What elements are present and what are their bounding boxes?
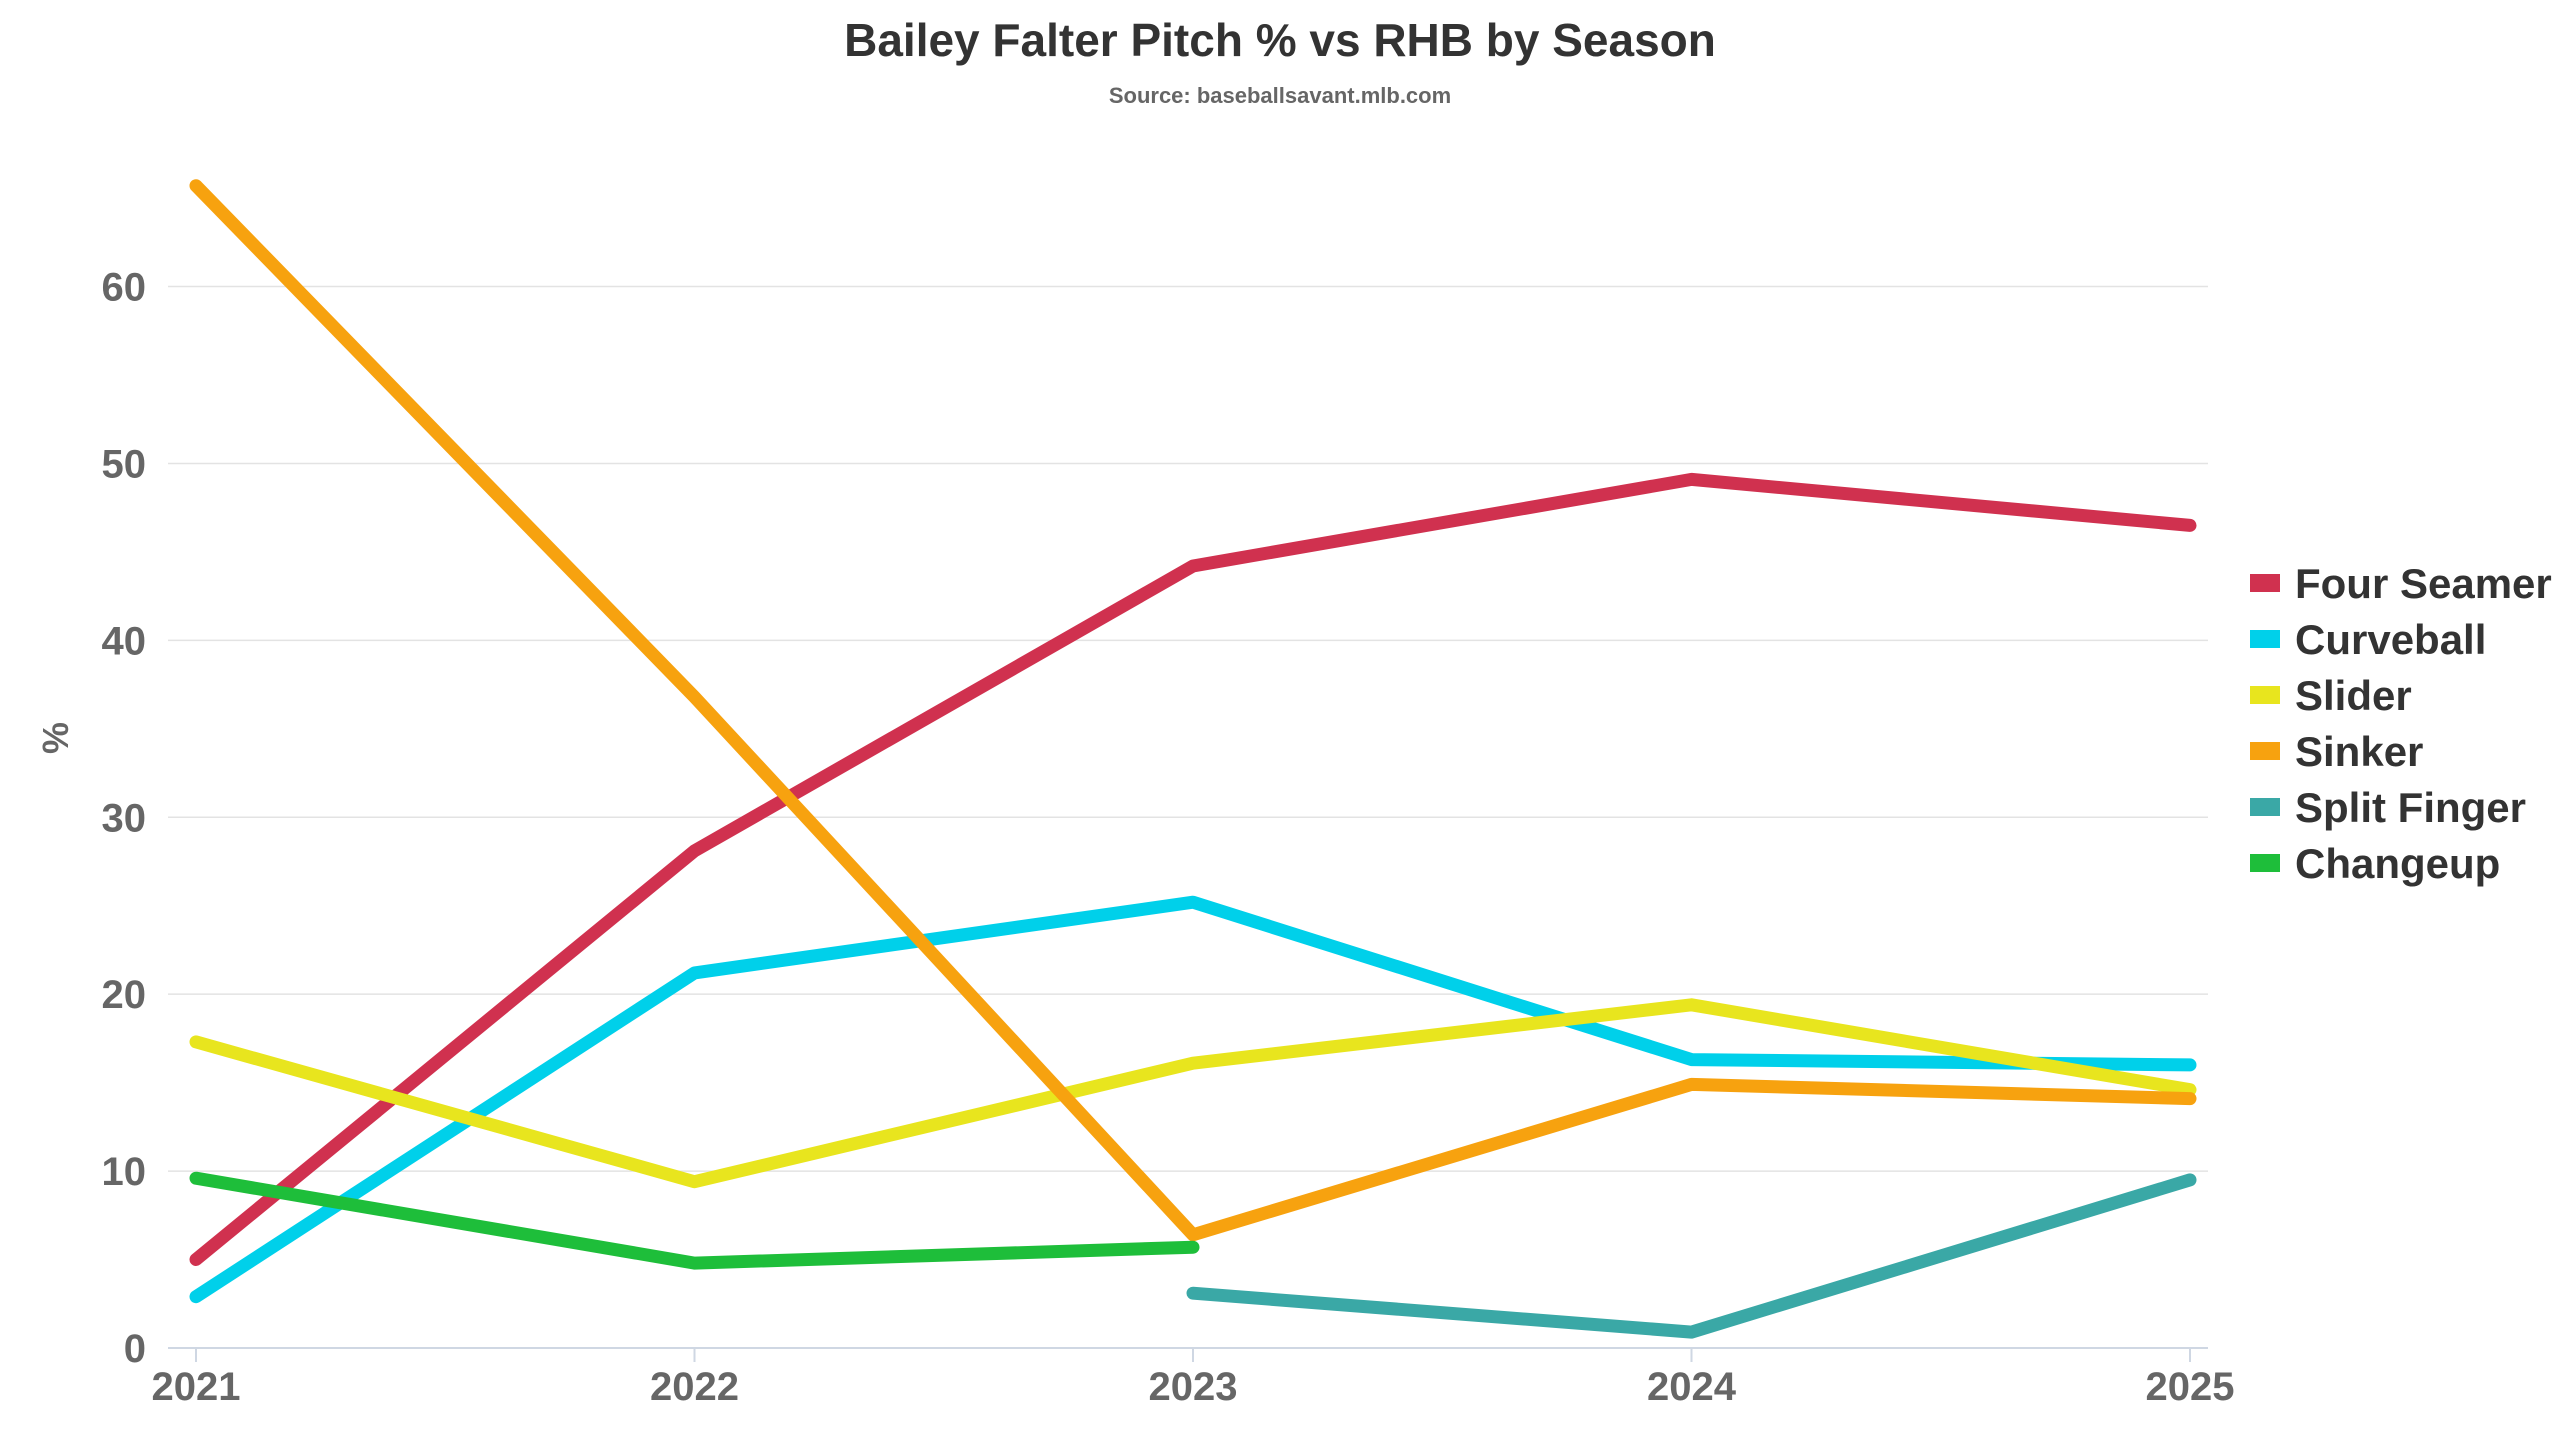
legend-label: Sinker (2295, 728, 2423, 775)
x-tick-label: 2023 (1149, 1365, 1238, 1409)
legend-label: Changeup (2295, 840, 2500, 887)
legend-swatch (2250, 630, 2280, 648)
series-line-sinker (189, 179, 2197, 1242)
legend-swatch (2250, 798, 2280, 816)
series-line-changeup (189, 1171, 1200, 1270)
series-line-four-seamer (189, 472, 2197, 1266)
legend-swatch (2250, 686, 2280, 704)
x-tick-label: 2022 (650, 1365, 739, 1409)
y-tick-label: 20 (102, 973, 147, 1017)
y-tick-label: 30 (102, 796, 147, 840)
y-tick-label: 60 (102, 266, 147, 310)
legend-swatch (2250, 742, 2280, 760)
x-tick-label: 2024 (1647, 1365, 1737, 1409)
y-tick-label: 40 (102, 619, 147, 663)
series-line-slider (189, 998, 2197, 1189)
x-tick-label: 2021 (152, 1365, 241, 1409)
legend: Four Seamer Curveball Slider Sinker Split Fi… (2250, 560, 2552, 887)
y-tick-label: 10 (102, 1150, 147, 1194)
x-tick-label: 2025 (2146, 1365, 2235, 1409)
legend-swatch (2250, 574, 2280, 592)
legend-swatch (2250, 854, 2280, 872)
series-lines (189, 179, 2197, 1339)
series-line-split-finger (1186, 1173, 2197, 1339)
y-tick-label: 50 (102, 442, 147, 486)
legend-label: Curveball (2295, 616, 2486, 663)
y-tick-label: 0 (124, 1327, 146, 1371)
legend-label: Four Seamer (2295, 560, 2552, 607)
y-axis-ticks: 0 10 20 30 40 50 60 (102, 266, 147, 1371)
y-axis-title: % (35, 722, 76, 754)
chart-subtitle: Source: baseballsavant.mlb.com (1109, 83, 1451, 108)
legend-label: Split Finger (2295, 784, 2526, 831)
legend-label: Slider (2295, 672, 2412, 719)
x-axis-ticks: 2021 2022 2023 2024 2025 (152, 1348, 2235, 1409)
gridlines (168, 285, 2208, 1172)
series-line-curveball (189, 895, 2197, 1304)
chart-title: Bailey Falter Pitch % vs RHB by Season (844, 14, 1716, 66)
